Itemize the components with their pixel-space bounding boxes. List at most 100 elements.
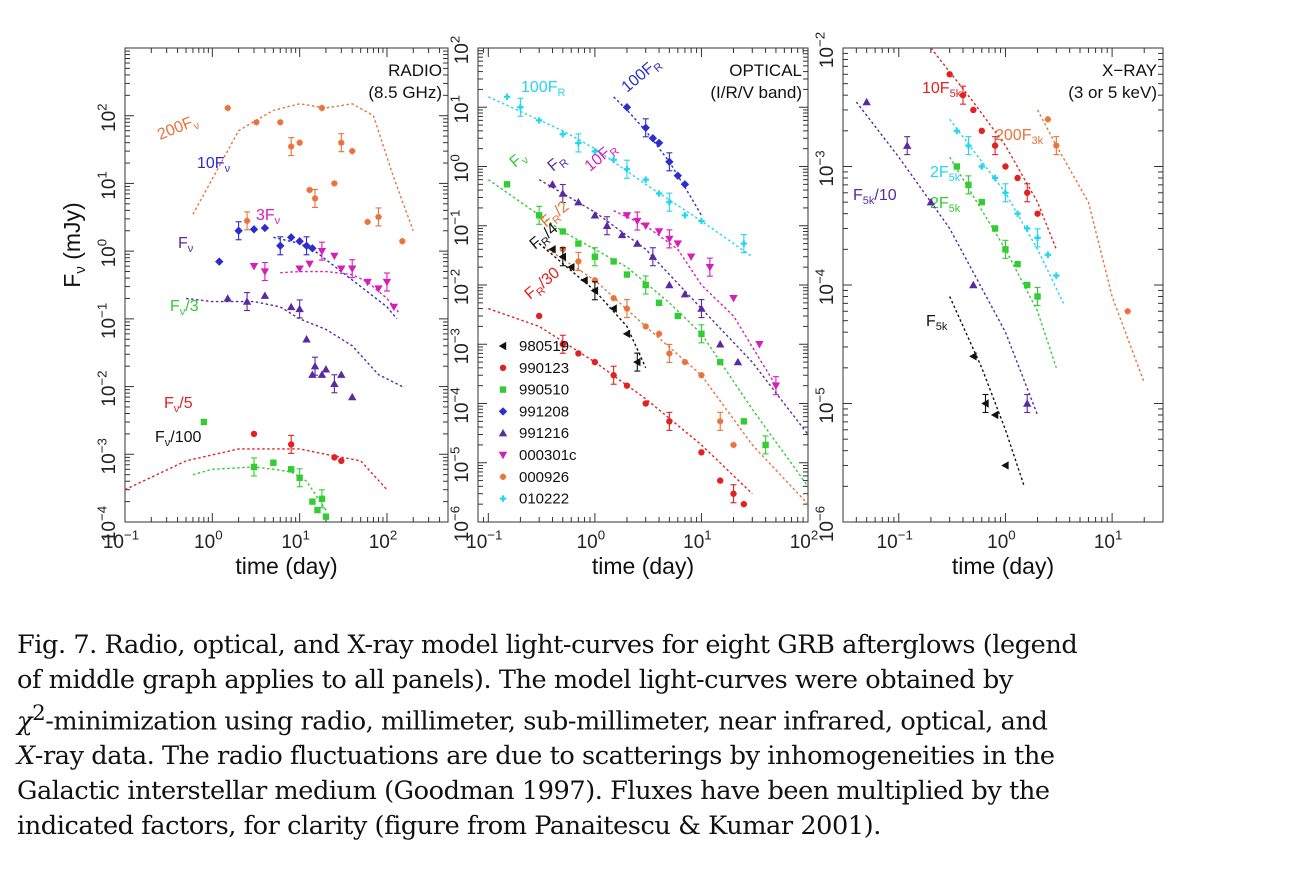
- data-point: [946, 71, 953, 78]
- data-point: [499, 386, 507, 393]
- data-point: [242, 297, 252, 305]
- series-F-100: Fν/100: [155, 429, 202, 449]
- data-point: [260, 291, 270, 299]
- data-point: [717, 418, 724, 425]
- data-point: [277, 119, 284, 126]
- data-point: [234, 226, 243, 235]
- x-axis-label: time (day): [952, 553, 1054, 579]
- data-point: [698, 217, 705, 225]
- tick-label: 101: [281, 527, 310, 553]
- data-point: [399, 238, 406, 245]
- data-point: [374, 285, 383, 293]
- series-label: Fν/3: [170, 298, 199, 318]
- data-point: [348, 265, 357, 273]
- data-point: [590, 286, 599, 295]
- series-10F-: 10Fν: [197, 155, 398, 320]
- data-point: [349, 147, 356, 155]
- tick-label: 102: [447, 36, 473, 65]
- data-point: [318, 495, 326, 503]
- data-point: [953, 127, 961, 135]
- data-point: [1014, 174, 1021, 182]
- data-point: [548, 245, 556, 254]
- caption-line-6: indicated factors, for clarity (figure f…: [17, 810, 881, 841]
- data-point: [740, 240, 748, 247]
- data-point: [200, 418, 208, 426]
- tick-label: 102: [790, 527, 819, 553]
- plot-frame: [124, 47, 449, 523]
- data-point: [591, 253, 599, 260]
- panel-optical: 10−1 100 101 102 10−6 10−5 10−4 10−3 10−2 10−1 100…: [447, 36, 818, 579]
- tick-label: 10−2: [447, 269, 473, 305]
- data-point: [965, 181, 972, 189]
- data-point: [717, 477, 724, 484]
- data-point: [260, 223, 270, 233]
- series-3F-: 3Fν: [249, 207, 401, 314]
- data-point: [642, 281, 649, 289]
- data-point: [755, 341, 764, 349]
- data-point: [1001, 461, 1009, 470]
- data-point: [705, 263, 715, 272]
- data-point: [641, 123, 650, 132]
- data-point: [1034, 293, 1041, 300]
- data-point: [730, 441, 737, 449]
- data-point: [250, 463, 258, 471]
- tick-label: 101: [683, 527, 712, 553]
- data-point: [1053, 142, 1060, 149]
- data-point: [305, 260, 314, 269]
- tick-label: 10−3: [94, 438, 120, 474]
- model-curve: [855, 101, 1039, 416]
- data-point: [253, 119, 260, 126]
- model-curve: [613, 209, 777, 387]
- data-point: [317, 247, 327, 256]
- data-point: [375, 213, 382, 221]
- data-point: [559, 228, 567, 235]
- data-point: [287, 466, 295, 473]
- data-point: [978, 198, 985, 206]
- data-point: [926, 197, 936, 206]
- data-point: [623, 382, 631, 389]
- panel-title: RADIO: [388, 61, 442, 80]
- data-point: [1024, 225, 1031, 232]
- tick-label: 101: [447, 95, 473, 124]
- data-point: [716, 340, 725, 348]
- data-point: [680, 289, 690, 298]
- data-point: [648, 252, 658, 260]
- data-point: [296, 474, 303, 481]
- data-point: [665, 280, 674, 289]
- data-point: [330, 379, 339, 387]
- data-point: [302, 335, 311, 343]
- data-point: [641, 222, 650, 230]
- data-point: [1034, 210, 1041, 217]
- data-point: [1053, 272, 1060, 279]
- data-point: [302, 241, 311, 250]
- caption-x: X: [17, 741, 35, 772]
- data-point: [681, 358, 689, 366]
- series-F-5k-10: F5k/10: [853, 97, 1039, 416]
- data-point: [970, 106, 977, 114]
- caption-line-1: Fig. 7. Radio, optical, and X-ray model …: [17, 630, 1078, 660]
- model-curve: [488, 307, 753, 495]
- data-point: [363, 278, 372, 287]
- series-100F-R-991208-: 100FR: [613, 59, 703, 216]
- data-point: [1044, 251, 1052, 258]
- data-point: [215, 257, 224, 266]
- data-point: [276, 241, 285, 250]
- data-point: [559, 131, 567, 138]
- legend-label: 991208: [519, 403, 569, 420]
- data-point: [991, 174, 999, 182]
- data-point: [978, 163, 985, 170]
- data-point: [558, 189, 568, 197]
- data-point: [331, 180, 338, 187]
- data-point: [314, 506, 321, 514]
- data-point: [622, 212, 632, 220]
- panel-title: OPTICAL: [729, 61, 802, 80]
- series-label: 200Fν: [155, 112, 202, 146]
- caption-line-5: Galactic interstellar medium (Goodman 19…: [17, 775, 1050, 806]
- series-2F-5k: 2F5k: [930, 118, 1065, 304]
- data-point: [249, 262, 259, 271]
- data-point: [517, 104, 524, 111]
- data-point: [318, 104, 326, 112]
- tick-label: 10−5: [447, 447, 473, 483]
- data-point: [337, 370, 346, 378]
- data-point: [674, 312, 682, 320]
